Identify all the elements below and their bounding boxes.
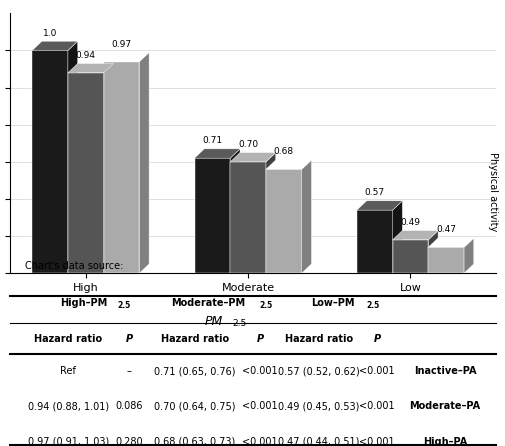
Polygon shape — [104, 63, 113, 273]
Polygon shape — [230, 153, 275, 162]
Text: 0.49: 0.49 — [399, 218, 420, 227]
Text: Chart's data source:: Chart's data source: — [25, 261, 123, 271]
Text: 0.70: 0.70 — [237, 140, 258, 149]
Text: Moderate–PM: Moderate–PM — [171, 298, 244, 308]
Text: 0.280: 0.280 — [115, 437, 142, 446]
Text: –: – — [126, 366, 131, 376]
Text: Low–PM: Low–PM — [311, 298, 354, 308]
Polygon shape — [104, 52, 149, 62]
Polygon shape — [463, 238, 473, 273]
Polygon shape — [392, 231, 437, 240]
Text: 2.5: 2.5 — [117, 301, 130, 310]
Text: <0.001: <0.001 — [242, 366, 278, 376]
Polygon shape — [428, 231, 437, 273]
Bar — [356, 210, 392, 273]
Text: 0.57 (0.52, 0.62): 0.57 (0.52, 0.62) — [277, 366, 359, 376]
Text: 2.5: 2.5 — [259, 301, 272, 310]
Bar — [266, 169, 301, 273]
Text: 0.71: 0.71 — [202, 136, 222, 145]
Text: <0.001: <0.001 — [242, 437, 278, 446]
Polygon shape — [32, 41, 77, 50]
Text: PM: PM — [205, 315, 223, 328]
Text: 2.5: 2.5 — [232, 319, 246, 328]
Text: Hazard ratio: Hazard ratio — [34, 334, 103, 344]
Text: 0.97: 0.97 — [111, 40, 131, 49]
Polygon shape — [428, 238, 473, 247]
Polygon shape — [392, 201, 401, 273]
Polygon shape — [301, 160, 311, 273]
Text: Hazard ratio: Hazard ratio — [284, 334, 352, 344]
Text: Physical activity: Physical activity — [487, 152, 497, 231]
Text: 0.47 (0.44, 0.51): 0.47 (0.44, 0.51) — [277, 437, 359, 446]
Text: 0.086: 0.086 — [115, 401, 142, 411]
Text: Moderate–PA: Moderate–PA — [409, 401, 479, 411]
Text: Ref: Ref — [61, 366, 76, 376]
Text: P: P — [125, 334, 132, 344]
Polygon shape — [356, 201, 401, 210]
Text: <0.001: <0.001 — [242, 401, 278, 411]
Bar — [230, 162, 266, 273]
Text: <0.001: <0.001 — [359, 401, 394, 411]
Text: P: P — [373, 334, 380, 344]
Bar — [104, 62, 139, 273]
Bar — [68, 73, 104, 273]
Text: <0.001: <0.001 — [359, 437, 394, 446]
Text: 0.71 (0.65, 0.76): 0.71 (0.65, 0.76) — [154, 366, 235, 376]
Text: P: P — [256, 334, 263, 344]
Text: High–PA: High–PA — [422, 437, 466, 446]
Polygon shape — [266, 153, 275, 273]
Text: 0.94: 0.94 — [76, 51, 95, 60]
Bar — [194, 158, 230, 273]
Text: 0.94 (0.88, 1.01): 0.94 (0.88, 1.01) — [28, 401, 109, 411]
Text: High–PM: High–PM — [61, 298, 108, 308]
Polygon shape — [139, 52, 149, 273]
Text: Inactive–PA: Inactive–PA — [413, 366, 475, 376]
Text: 0.68: 0.68 — [273, 147, 293, 156]
Text: 0.97 (0.91, 1.03): 0.97 (0.91, 1.03) — [28, 437, 109, 446]
Polygon shape — [230, 149, 239, 273]
Bar — [392, 240, 428, 273]
Bar — [428, 247, 463, 273]
Text: 0.70 (0.64, 0.75): 0.70 (0.64, 0.75) — [154, 401, 235, 411]
Text: 2.5: 2.5 — [366, 301, 379, 310]
Polygon shape — [68, 63, 113, 73]
Text: 0.49 (0.45, 0.53): 0.49 (0.45, 0.53) — [277, 401, 359, 411]
Text: <0.001: <0.001 — [359, 366, 394, 376]
Polygon shape — [266, 160, 311, 169]
Text: 1.0: 1.0 — [43, 29, 57, 37]
Bar — [32, 50, 68, 273]
Text: 0.68 (0.63, 0.73): 0.68 (0.63, 0.73) — [154, 437, 235, 446]
Polygon shape — [68, 41, 77, 273]
Text: Hazard ratio: Hazard ratio — [160, 334, 228, 344]
Polygon shape — [194, 149, 239, 158]
Text: 0.47: 0.47 — [435, 225, 456, 234]
Text: 0.57: 0.57 — [364, 188, 384, 197]
